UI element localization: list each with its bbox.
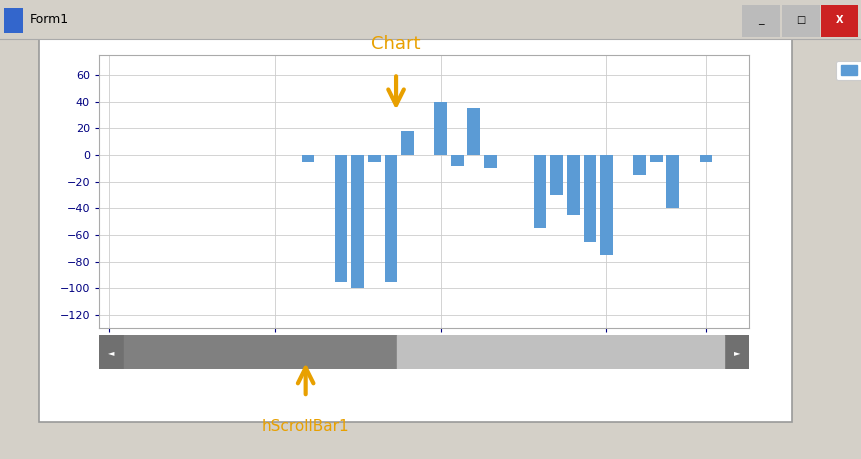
Text: Chart: Chart xyxy=(371,35,421,53)
Bar xyxy=(451,155,463,166)
Bar xyxy=(567,155,579,215)
Bar xyxy=(99,335,124,369)
Bar xyxy=(351,155,364,288)
Text: Form1: Form1 xyxy=(30,13,69,26)
Bar xyxy=(584,155,596,241)
Text: hScrollBar1: hScrollBar1 xyxy=(262,419,350,434)
Bar xyxy=(666,155,679,208)
Bar xyxy=(401,131,414,155)
Text: ◄: ◄ xyxy=(108,348,115,357)
Text: _: _ xyxy=(759,15,764,25)
Bar xyxy=(600,155,613,255)
Bar xyxy=(434,102,447,155)
Bar xyxy=(634,155,646,175)
Bar xyxy=(468,108,480,155)
Text: ►: ► xyxy=(734,348,740,357)
Text: □: □ xyxy=(796,15,805,25)
Bar xyxy=(484,155,497,168)
Bar xyxy=(550,155,563,195)
Bar xyxy=(335,155,348,281)
Legend: Example: Example xyxy=(836,61,861,80)
Bar xyxy=(650,155,662,162)
Bar xyxy=(368,155,381,162)
Bar xyxy=(700,155,712,162)
Bar xyxy=(397,335,724,369)
Bar xyxy=(385,155,397,281)
Bar xyxy=(124,335,397,369)
Bar xyxy=(534,155,547,228)
Bar xyxy=(724,335,749,369)
Bar xyxy=(301,155,314,162)
Text: X: X xyxy=(836,15,843,25)
